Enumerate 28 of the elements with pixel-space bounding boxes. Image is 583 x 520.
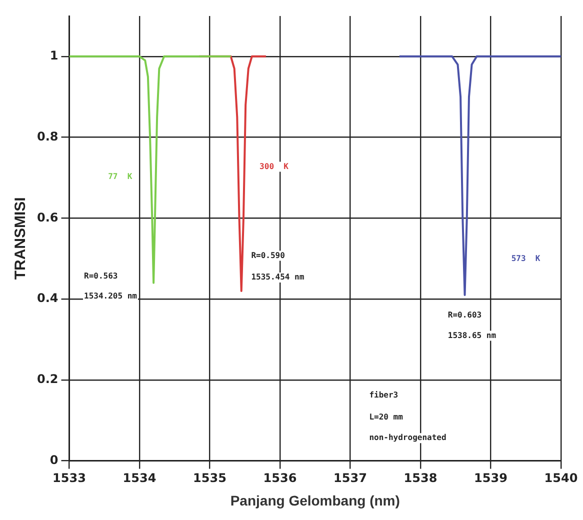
x-tick-label: 1533	[52, 471, 86, 486]
y-tick-label: 0.4	[36, 291, 58, 306]
annotation: R=0.603	[448, 310, 482, 320]
text: 573 K	[511, 254, 540, 263]
annotation: R=0.563	[84, 271, 118, 280]
y-tick-label: 0.2	[36, 372, 58, 386]
x-tick-label: 1540	[544, 471, 578, 486]
y-tick-label: 0	[50, 452, 58, 467]
series-label: 300 K	[260, 162, 289, 171]
annotation: R=0.590	[251, 250, 286, 260]
annotation: L=20 mm	[369, 412, 404, 422]
annotation: 1538.65 nm	[448, 330, 496, 340]
y-tick-label: 1	[50, 48, 58, 63]
y-tick-label: 0.6	[36, 210, 58, 224]
x-tick-label: 1539	[474, 471, 508, 486]
annotation: 1534.205 nm	[84, 292, 138, 301]
annotation: non-hydrogenated	[369, 433, 446, 442]
x-tick-label: 1536	[263, 471, 297, 486]
x-tick-label: 1537	[334, 471, 367, 486]
x-tick-label: 1535	[193, 471, 226, 486]
y-axis-title: TRANSMISI	[12, 197, 30, 280]
x-tick-label: 1534	[122, 471, 156, 486]
annotation: fiber3	[369, 390, 398, 400]
x-axis-title: Panjang Gelombang (nm)	[230, 492, 400, 508]
y-tick-label: 0.8	[36, 129, 58, 144]
x-tick-label: 1538	[404, 471, 438, 486]
annotation: 1535.454 nm	[251, 272, 304, 282]
text: 77 K	[108, 172, 132, 182]
